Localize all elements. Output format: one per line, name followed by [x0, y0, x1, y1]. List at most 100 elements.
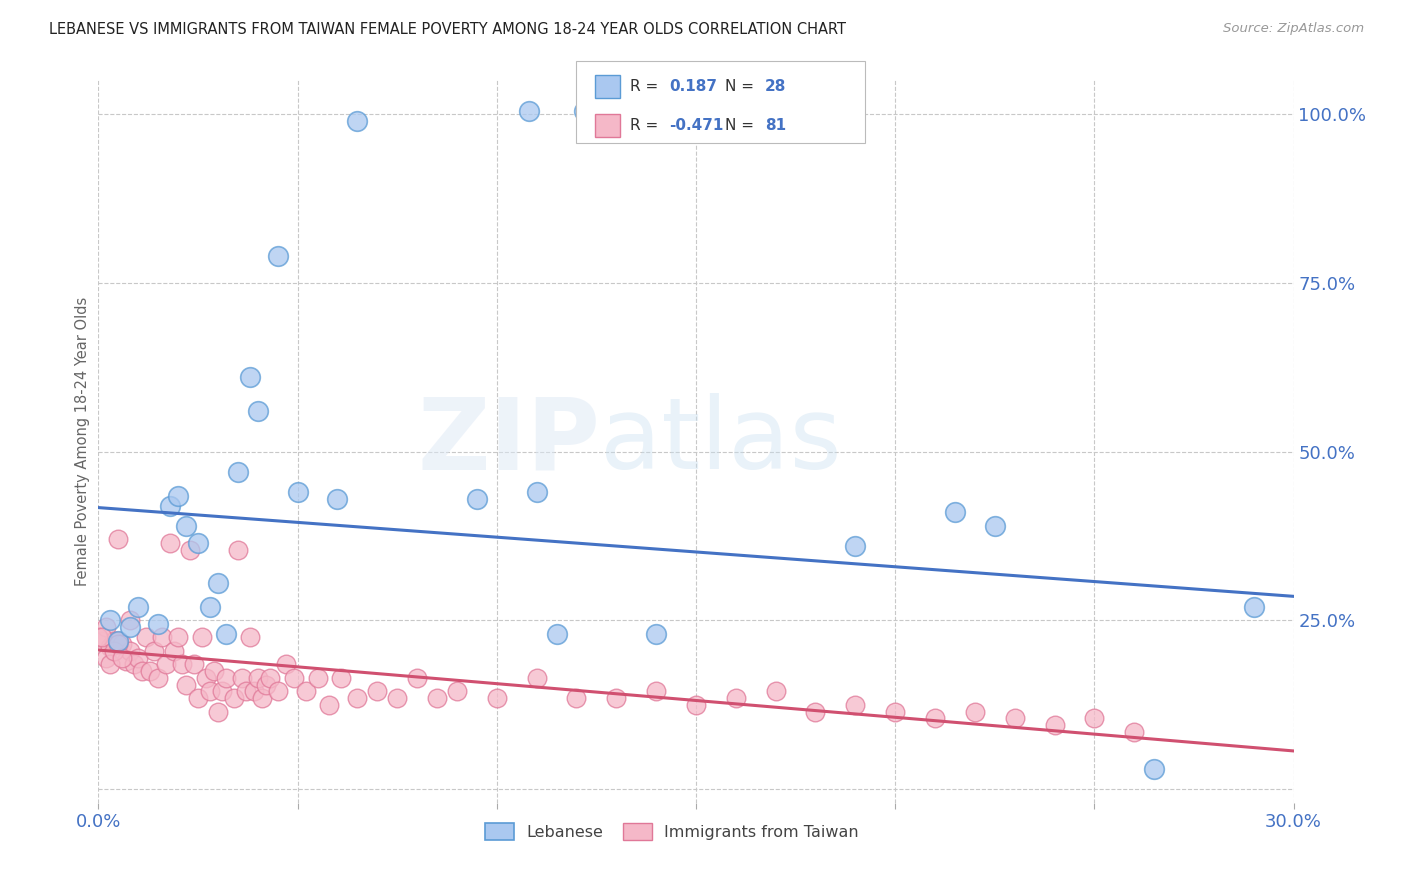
- Point: [127, 650, 149, 665]
- Point: [107, 637, 129, 651]
- Text: Source: ZipAtlas.com: Source: ZipAtlas.com: [1223, 22, 1364, 36]
- Point: [517, 103, 540, 118]
- Point: [526, 485, 548, 500]
- Point: [330, 671, 353, 685]
- Point: [246, 671, 269, 685]
- Point: [963, 705, 986, 719]
- Point: [167, 631, 190, 645]
- Point: [215, 671, 238, 685]
- Point: [239, 370, 262, 384]
- Point: [207, 705, 229, 719]
- Point: [120, 620, 142, 634]
- Text: atlas: atlas: [600, 393, 842, 490]
- Point: [195, 671, 218, 685]
- Point: [202, 664, 225, 678]
- Point: [103, 633, 125, 648]
- Point: [155, 657, 177, 672]
- Point: [174, 678, 197, 692]
- Point: [426, 691, 449, 706]
- Point: [259, 671, 281, 685]
- Legend: Lebanese, Immigrants from Taiwan: Lebanese, Immigrants from Taiwan: [479, 817, 865, 847]
- Point: [243, 684, 266, 698]
- Point: [111, 637, 134, 651]
- Text: R =: R =: [630, 79, 658, 94]
- Text: R =: R =: [630, 119, 658, 133]
- Point: [465, 491, 488, 506]
- Point: [645, 684, 668, 698]
- Point: [91, 633, 114, 648]
- Point: [143, 644, 166, 658]
- Point: [267, 249, 290, 263]
- Point: [135, 631, 157, 645]
- Point: [574, 103, 596, 118]
- Point: [159, 499, 181, 513]
- Point: [139, 664, 162, 678]
- Point: [645, 627, 668, 641]
- Point: [127, 599, 149, 614]
- Point: [1143, 762, 1166, 776]
- Point: [183, 657, 205, 672]
- Point: [174, 519, 197, 533]
- Point: [211, 684, 233, 698]
- Point: [485, 691, 508, 706]
- Point: [326, 491, 349, 506]
- Point: [346, 113, 368, 128]
- Point: [943, 505, 966, 519]
- Text: 28: 28: [765, 79, 786, 94]
- Point: [115, 654, 138, 668]
- Point: [179, 542, 201, 557]
- Point: [107, 533, 129, 547]
- Point: [283, 671, 305, 685]
- Point: [685, 698, 707, 712]
- Point: [98, 640, 122, 655]
- Point: [207, 576, 229, 591]
- Point: [187, 691, 209, 706]
- Point: [98, 614, 122, 628]
- Point: [172, 657, 194, 672]
- Point: [187, 536, 209, 550]
- Point: [526, 671, 548, 685]
- Text: N =: N =: [725, 119, 755, 133]
- Point: [111, 650, 134, 665]
- Point: [198, 599, 221, 614]
- Point: [222, 691, 245, 706]
- Point: [565, 691, 588, 706]
- Point: [1243, 599, 1265, 614]
- Point: [605, 691, 627, 706]
- Point: [191, 631, 214, 645]
- Point: [131, 664, 153, 678]
- Point: [267, 684, 290, 698]
- Text: LEBANESE VS IMMIGRANTS FROM TAIWAN FEMALE POVERTY AMONG 18-24 YEAR OLDS CORRELAT: LEBANESE VS IMMIGRANTS FROM TAIWAN FEMAL…: [49, 22, 846, 37]
- Point: [844, 539, 866, 553]
- Text: -0.471: -0.471: [669, 119, 724, 133]
- Text: ZIP: ZIP: [418, 393, 600, 490]
- Point: [254, 678, 277, 692]
- Point: [1043, 718, 1066, 732]
- Point: [307, 671, 329, 685]
- Point: [124, 657, 146, 672]
- Point: [884, 705, 907, 719]
- Point: [274, 657, 297, 672]
- Point: [163, 644, 186, 658]
- Point: [318, 698, 340, 712]
- Point: [96, 650, 118, 665]
- Point: [226, 542, 249, 557]
- Point: [546, 627, 568, 641]
- Point: [804, 705, 827, 719]
- Point: [87, 631, 110, 645]
- Point: [984, 519, 1007, 533]
- Point: [366, 684, 388, 698]
- Point: [120, 614, 142, 628]
- Text: N =: N =: [725, 79, 755, 94]
- Point: [148, 616, 170, 631]
- Point: [765, 684, 787, 698]
- Point: [103, 644, 125, 658]
- Point: [250, 691, 273, 706]
- Point: [924, 711, 946, 725]
- Point: [167, 489, 190, 503]
- Point: [235, 684, 257, 698]
- Point: [1083, 711, 1105, 725]
- Point: [120, 644, 142, 658]
- Point: [246, 404, 269, 418]
- Point: [385, 691, 409, 706]
